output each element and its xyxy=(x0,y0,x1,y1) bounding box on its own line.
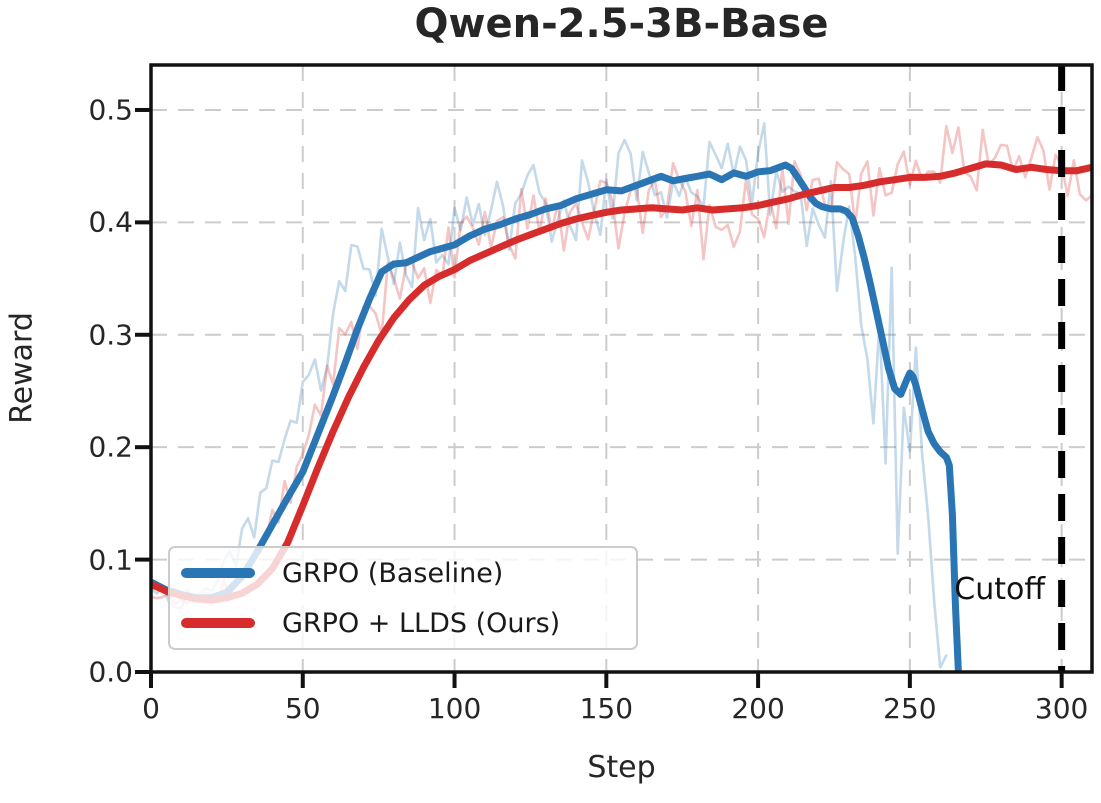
legend-line-blue-icon xyxy=(181,568,255,578)
y-tick-label: 0.0 xyxy=(88,655,133,689)
y-tick-label: 0.3 xyxy=(88,318,133,352)
axis-ticks xyxy=(135,107,1064,688)
y-tick-label: 0.1 xyxy=(88,543,133,577)
y-tick-label: 0.5 xyxy=(88,93,133,127)
x-tick-label: 200 xyxy=(731,692,785,725)
legend-line-red-icon xyxy=(181,618,255,628)
y-tick-label: 0.4 xyxy=(88,205,133,239)
x-tick-label: 250 xyxy=(883,692,937,725)
y-axis-label: Reward xyxy=(4,312,40,424)
legend-label: GRPO + LLDS (Ours) xyxy=(282,607,561,639)
smoothed-series-lines xyxy=(151,160,1092,672)
legend-item-grpo-baseline: GRPO (Baseline) xyxy=(170,548,636,598)
smooth-line-GRPO + LLDS (Ours) xyxy=(151,160,1092,604)
x-axis-label: Step xyxy=(587,750,656,785)
smooth-line-GRPO (Baseline) xyxy=(151,161,962,672)
legend-item-grpo-llds: GRPO + LLDS (Ours) xyxy=(170,598,636,648)
x-tick-label: 100 xyxy=(427,692,482,725)
cutoff-annotation: Cutoff xyxy=(954,572,1045,607)
x-tick-label: 0 xyxy=(142,692,160,725)
y-tick-label: 0.2 xyxy=(88,430,133,464)
raw-line-GRPO (Baseline) xyxy=(151,122,948,669)
x-tick-label: 50 xyxy=(284,692,321,725)
x-tick-label: 150 xyxy=(579,692,634,725)
plot-border xyxy=(149,63,1094,674)
chart-title: Qwen-2.5-3B-Base xyxy=(414,1,829,47)
x-tick-label: 300 xyxy=(1034,692,1089,725)
legend: GRPO (Baseline) GRPO + LLDS (Ours) xyxy=(168,546,638,650)
legend-label: GRPO (Baseline) xyxy=(282,557,504,589)
